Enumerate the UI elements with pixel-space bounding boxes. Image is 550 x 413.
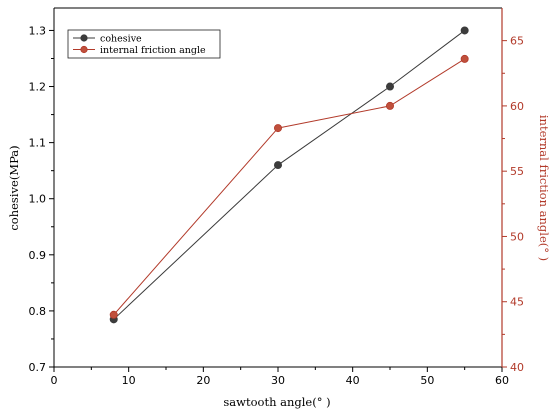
plot-frame [53,7,503,368]
y-left-tick-label: 0.8 [29,305,47,318]
y-axis-right-title: internal friction angle(° ) [537,115,550,261]
x-tick-label: 30 [271,374,285,387]
y-axis-right: 40 45 50 55 60 65 [502,35,524,374]
series-point-2 [460,54,469,63]
series-point-1 [273,161,282,170]
series-point-2 [385,101,394,110]
x-tick-label: 10 [122,374,136,387]
y-left-tick-label: 1.1 [29,137,47,150]
x-axis: 0 10 20 30 40 50 60 [51,367,509,387]
legend-marker-1 [80,34,88,42]
y-right-tick-label: 50 [510,230,524,243]
x-tick-label: 60 [495,374,509,387]
y-left-tick-label: 1.2 [29,81,47,94]
series-line-2 [113,58,465,316]
series-layer [109,26,469,324]
x-tick-label: 20 [196,374,210,387]
legend-label-1: cohesive [100,34,142,45]
x-tick-label: 0 [51,374,58,387]
x-tick-label: 40 [346,374,360,387]
y-right-tick-label: 45 [510,296,524,309]
series-line-1 [113,30,465,320]
y-right-tick-label: 65 [510,35,524,48]
legend-label-2: internal friction angle [100,45,206,56]
y-left-tick-label: 0.7 [29,361,47,374]
y-right-tick-label: 55 [510,165,524,178]
y-left-tick-label: 1.3 [29,24,47,37]
series-point-1 [460,26,469,35]
y-right-tick-label: 40 [510,361,524,374]
series-point-2 [273,124,282,133]
y-axis-left: 0.7 0.8 0.9 1.0 1.1 1.2 1.3 [29,24,54,374]
y-left-tick-label: 1.0 [29,193,47,206]
x-axis-title: sawtooth angle(° ) [223,395,330,409]
y-right-tick-label: 60 [510,100,524,113]
series-point-2 [109,310,118,319]
x-tick-label: 50 [420,374,434,387]
y-axis-left-title: cohesive(MPa) [7,145,21,230]
series-point-1 [385,82,394,91]
y-left-tick-label: 0.9 [29,249,47,262]
legend-marker-2 [80,45,88,54]
legend-box [67,29,221,59]
